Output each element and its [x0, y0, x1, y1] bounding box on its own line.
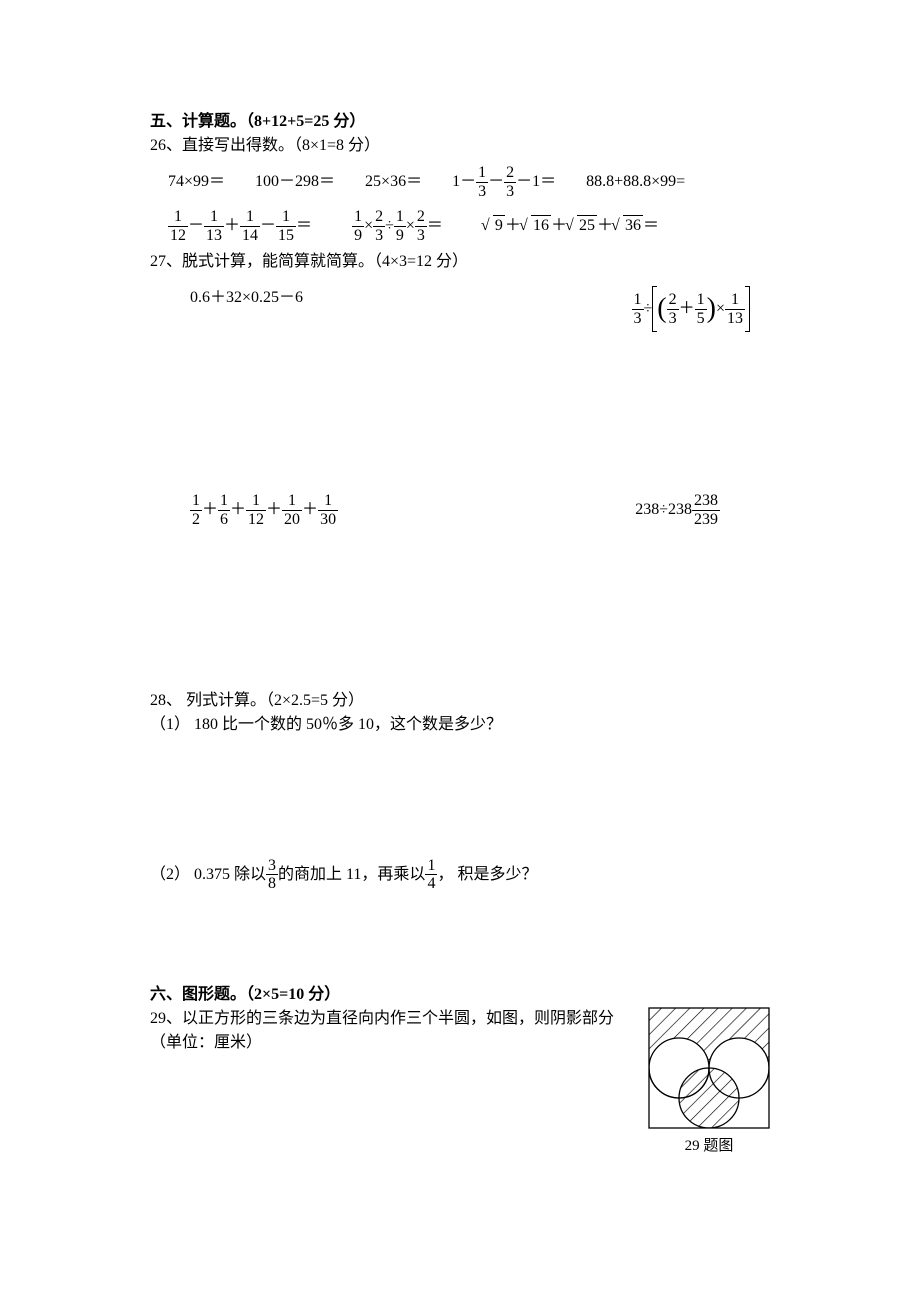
- q29-figure: 29 题图: [648, 1007, 770, 1158]
- q29-caption: 29 题图: [648, 1135, 770, 1158]
- q27-c: 12＋16＋112＋120＋130: [190, 492, 338, 528]
- q28-p2: （2） 0.375 除以38的商加上 11，再乘以14， 积是多少？: [150, 857, 770, 893]
- q26-a: 74×99＝: [168, 170, 225, 194]
- q26-h: 9＋16＋25＋36＝: [483, 214, 659, 238]
- section6-title: 六、图形题。（2×5=10 分）: [150, 983, 770, 1007]
- q27-a: 0.6＋32×0.25－6: [190, 286, 303, 332]
- q26-c: 25×36＝: [365, 170, 422, 194]
- q29-block: 29 题图 29、以正方形的三条边为直径向内作三个半圆，如图，则阴影部分 （单位…: [150, 1007, 770, 1158]
- section5-title: 五、计算题。（8+12+5=25 分）: [150, 110, 770, 134]
- q28-p1: （1） 180 比一个数的 50％多 10，这个数是多少？: [150, 713, 770, 737]
- q28-prompt: 28、 列式计算。（2×2.5=5 分）: [150, 689, 770, 713]
- q26-row2: 112－113＋114－115＝ 19×23÷19×23＝ 9＋16＋25＋36…: [168, 208, 770, 244]
- q27-row1: 0.6＋32×0.25－6 13÷(23＋15)×113: [150, 286, 770, 332]
- q29-svg: [648, 1007, 770, 1129]
- q26-g: 19×23÷19×23＝: [352, 208, 443, 244]
- q27-prompt: 27、脱式计算，能简算就简算。（4×3=12 分）: [150, 250, 770, 274]
- q26-d: 1－13－23－1＝: [452, 164, 556, 200]
- q26-f: 112－113＋114－115＝: [168, 208, 312, 244]
- q26-d-prefix: 1－: [452, 173, 476, 190]
- q26-b: 100－298＝: [255, 170, 335, 194]
- q26-e: 88.8+88.8×99=: [586, 170, 685, 194]
- q27-d: 238÷238238239: [635, 492, 720, 528]
- page: 五、计算题。（8+12+5=25 分） 26、直接写出得数。（8×1=8 分） …: [0, 0, 920, 1302]
- q26-row1: 74×99＝ 100－298＝ 25×36＝ 1－13－23－1＝ 88.8+8…: [168, 164, 770, 200]
- q26-prompt: 26、直接写出得数。（8×1=8 分）: [150, 134, 770, 158]
- q27-b: 13÷(23＋15)×113: [632, 286, 750, 332]
- q27-row2: 12＋16＋112＋120＋130 238÷238238239: [150, 492, 770, 528]
